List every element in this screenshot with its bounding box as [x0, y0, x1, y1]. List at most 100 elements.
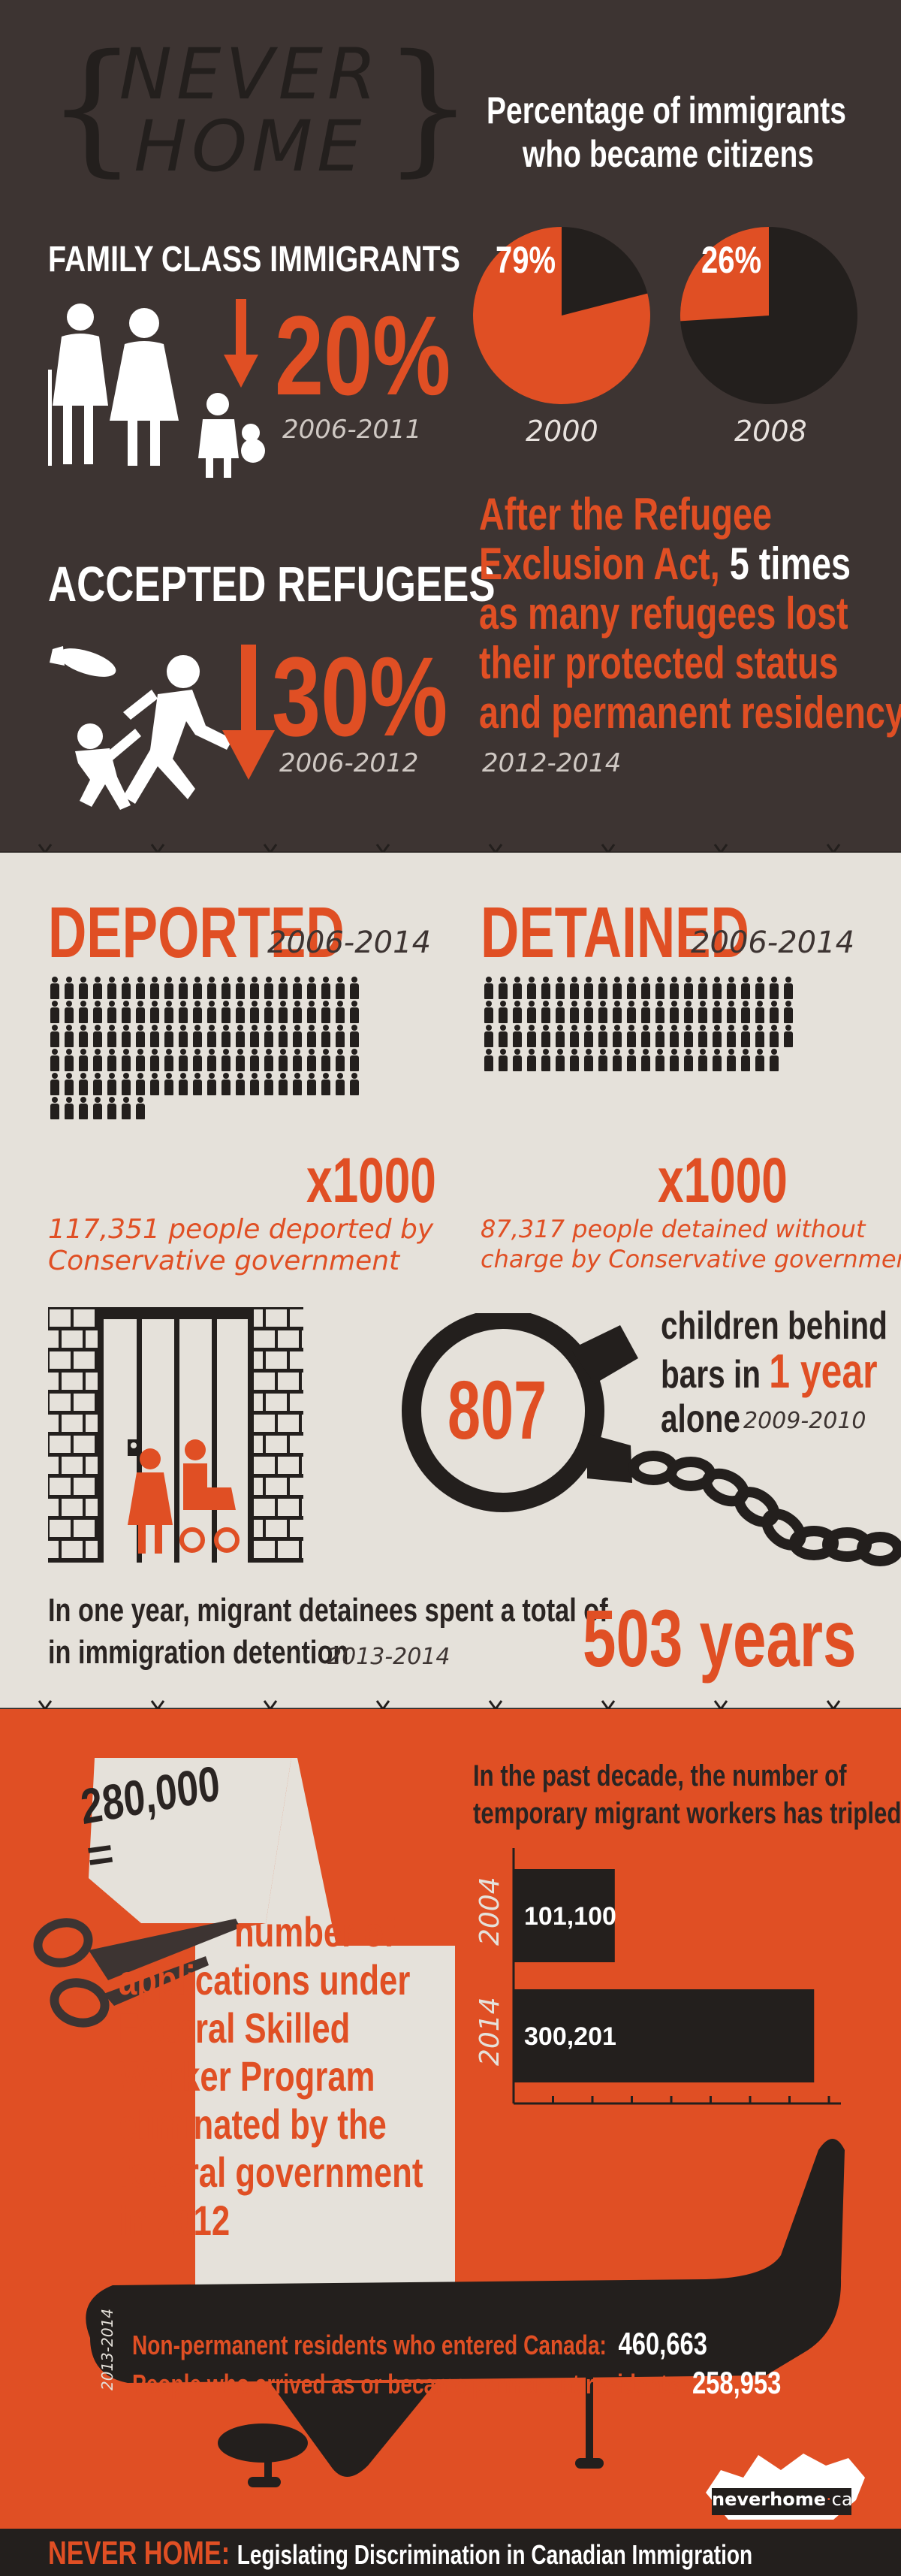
person-icon	[511, 1025, 524, 1047]
person-icon	[539, 1049, 553, 1071]
person-icon	[782, 977, 795, 999]
brick	[290, 1351, 303, 1369]
applications-line6: federal government	[119, 2149, 423, 2196]
exclusion-text: After the Refugee Exclusion Act, 5 times…	[479, 490, 901, 738]
pie-2008	[680, 227, 857, 404]
brick	[278, 1330, 299, 1348]
person-icon	[205, 1001, 218, 1023]
person-icon	[62, 977, 76, 999]
detention-line1: In one year, migrant detainees spent a t…	[48, 1592, 608, 1629]
deported-years: 2006-2014	[267, 926, 432, 960]
person-icon	[582, 1001, 595, 1023]
person-icon	[496, 1001, 510, 1023]
brick	[62, 1541, 83, 1558]
brick	[48, 1330, 59, 1348]
children-line2-b: 1 year	[769, 1344, 878, 1398]
person-icon	[319, 1025, 333, 1047]
footer-subtitle: Legislating Discrimination in Canadian I…	[237, 2539, 753, 2570]
person-icon	[667, 1025, 681, 1047]
exclusion-years: 2012-2014	[482, 748, 622, 778]
person-icon	[48, 1049, 62, 1071]
person-icon	[482, 977, 496, 999]
person-icon	[262, 1001, 276, 1023]
down-arrow-icon-2	[222, 645, 275, 780]
person-icon	[525, 977, 538, 999]
person-icon	[219, 1073, 233, 1095]
person-icon	[596, 1025, 610, 1047]
person-icon	[62, 1097, 76, 1119]
person-icon	[276, 977, 290, 999]
person-icon	[48, 1073, 62, 1095]
person-icon	[653, 1025, 667, 1047]
person-icon	[162, 977, 176, 999]
brick	[302, 1457, 303, 1474]
brick	[74, 1394, 95, 1411]
person-icon	[710, 977, 724, 999]
brick	[74, 1520, 95, 1537]
bar-value-label: 300,201	[524, 2022, 616, 2051]
person-icon	[511, 977, 524, 999]
person-icon	[539, 1025, 553, 1047]
brick	[74, 1436, 95, 1453]
person-icon	[62, 1025, 76, 1047]
brick	[266, 1520, 287, 1537]
person-icon	[482, 1001, 496, 1023]
bar-2014	[514, 1989, 815, 2082]
footer-brand: NEVER HOME:	[48, 2535, 231, 2571]
person-icon	[582, 1049, 595, 1071]
person-icon	[639, 1049, 652, 1071]
person-icon	[710, 1001, 724, 1023]
person-icon	[348, 1073, 361, 1095]
person-icon	[305, 1073, 318, 1095]
person-icon	[191, 1025, 204, 1047]
person-icon	[148, 1025, 161, 1047]
family-title: FAMILY CLASS IMMIGRANTS	[48, 240, 460, 279]
person-icon	[725, 1049, 738, 1071]
detained-caption-line1: 87,317 people detained without	[481, 1215, 866, 1243]
detained-caption-line2: charge by Conservative government	[481, 1245, 901, 1273]
person-icon	[91, 977, 104, 999]
workers-title-line2: temporary migrant workers has tripled	[473, 1797, 901, 1830]
person-icon	[176, 1073, 190, 1095]
brick	[254, 1541, 275, 1558]
plane-row2: People who arrived as or became permanen…	[132, 2366, 781, 2401]
person-icon	[348, 1025, 361, 1047]
badge-text: neverhome·ca	[712, 2489, 853, 2510]
person-icon	[782, 1001, 795, 1023]
applications-line4: Worker Program	[119, 2052, 375, 2100]
person-icon	[105, 1025, 119, 1047]
person-icon	[753, 1025, 767, 1047]
person-icon	[234, 977, 247, 999]
person-icon	[710, 1025, 724, 1047]
person-icon	[682, 977, 695, 999]
brick	[290, 1394, 303, 1411]
applications-line5: eliminated by the	[119, 2100, 387, 2148]
category-label: 2014	[475, 1997, 505, 2066]
person-icon	[610, 977, 624, 999]
person-icon	[625, 1001, 638, 1023]
person-icon	[710, 1049, 724, 1071]
person-icon	[610, 1001, 624, 1023]
logo-home: HOME	[134, 106, 366, 188]
person-icon	[753, 977, 767, 999]
person-icon	[191, 1073, 204, 1095]
person-icon	[248, 977, 261, 999]
person-icon	[205, 977, 218, 999]
detention-line2: in immigration detention	[48, 1634, 349, 1671]
pie-2008-year: 2008	[734, 415, 807, 448]
person-icon	[305, 1049, 318, 1071]
person-icon	[276, 1025, 290, 1047]
plane-row1-label: Non-permanent residents who entered Cana…	[132, 2330, 607, 2360]
person-icon	[525, 1001, 538, 1023]
detained-multiplier: x1000	[658, 1145, 788, 1216]
person-icon	[248, 1025, 261, 1047]
person-icon	[77, 1073, 90, 1095]
person-icon	[291, 1001, 304, 1023]
down-arrow-icon	[224, 299, 258, 388]
person-icon	[276, 1073, 290, 1095]
exclusion-line3: as many refugees lost	[479, 589, 901, 639]
refugees-percent: 30%	[272, 633, 448, 760]
brick	[302, 1541, 303, 1558]
person-icon	[767, 1001, 781, 1023]
deported-caption-line2: Conservative government	[48, 1246, 400, 1276]
